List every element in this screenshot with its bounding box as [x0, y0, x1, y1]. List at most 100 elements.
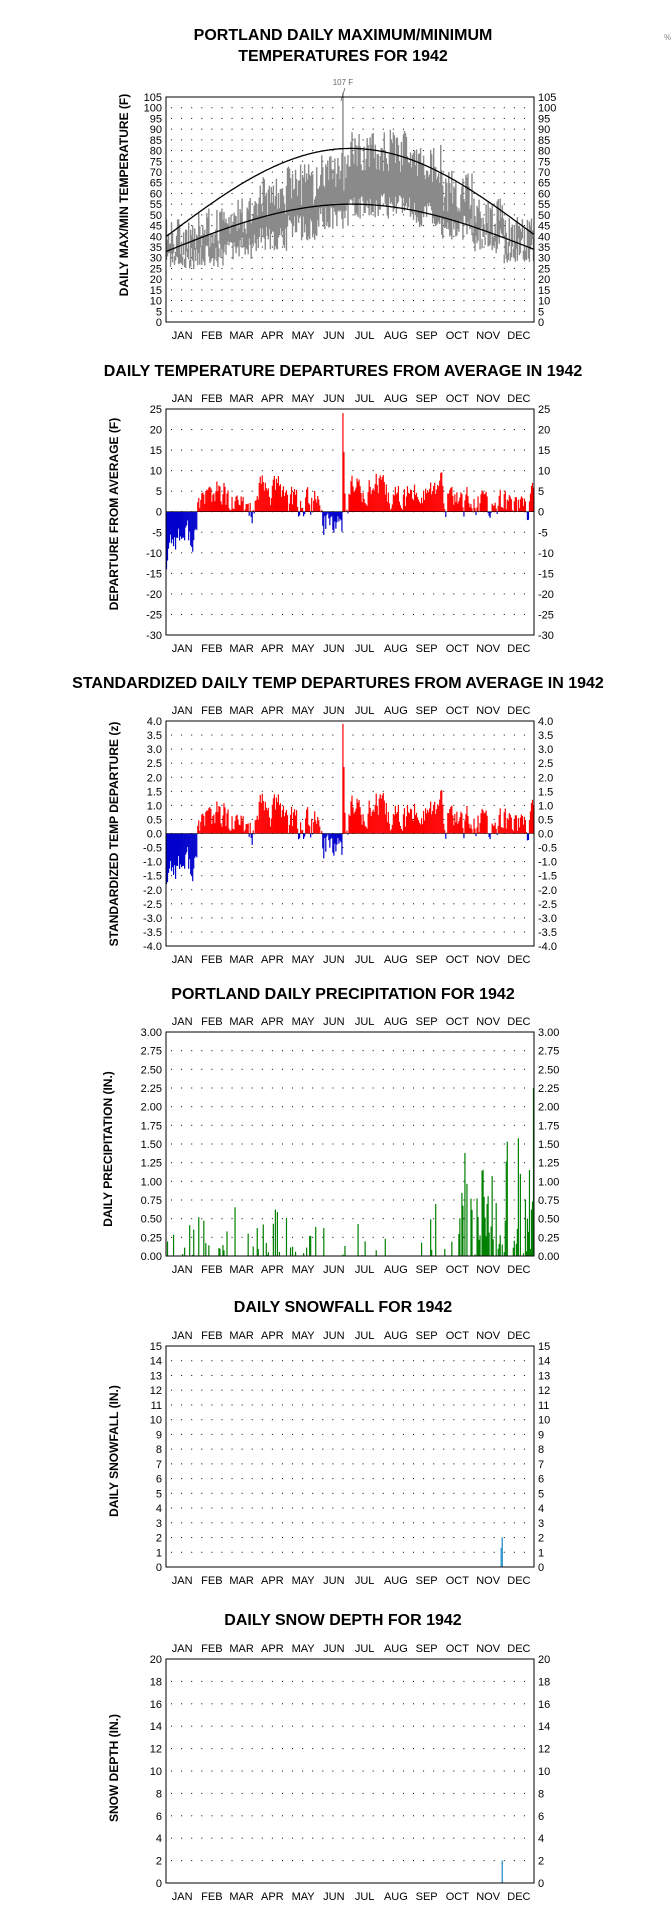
departure-bar: [323, 833, 325, 859]
grid-dot: [392, 1860, 394, 1862]
grid-dot: [523, 1106, 525, 1108]
grid-dot: [382, 748, 384, 750]
precip-bar: [459, 1218, 461, 1256]
grid-dot: [261, 1162, 263, 1164]
departure-bar: [361, 502, 363, 512]
grid-dot: [382, 875, 384, 877]
grid-dot: [181, 1199, 183, 1201]
x-tick-label-month-top: MAY: [292, 1016, 316, 1028]
grid-dot: [352, 1860, 354, 1862]
grid-dot: [503, 1837, 505, 1839]
grid-dot: [281, 278, 283, 280]
grid-dot: [493, 150, 495, 152]
grid-dot: [302, 917, 304, 919]
grid-dot: [221, 847, 223, 849]
grid-dot: [443, 1124, 445, 1126]
grid-dot: [171, 1050, 173, 1052]
grid-dot: [261, 1433, 263, 1435]
departure-bar: [212, 815, 214, 834]
grid-dot: [362, 160, 364, 162]
grid-dot: [281, 1199, 283, 1201]
grid-dot: [312, 1522, 314, 1524]
grid-dot: [443, 762, 445, 764]
grid-dot: [231, 300, 233, 302]
grid-dot: [312, 748, 314, 750]
grid-dot: [362, 235, 364, 237]
grid-dot: [473, 128, 475, 130]
departure-bar: [245, 824, 247, 834]
grid-dot: [191, 889, 193, 891]
grid-dot: [463, 107, 465, 109]
grid-dot: [463, 531, 465, 533]
grid-dot: [493, 1748, 495, 1750]
grid-dot: [171, 1404, 173, 1406]
grid-dot: [513, 1448, 515, 1450]
grid-dot: [231, 804, 233, 806]
grid-dot: [302, 1680, 304, 1682]
grid-dot: [392, 748, 394, 750]
grid-dot: [231, 1068, 233, 1070]
grid-dot: [231, 1106, 233, 1108]
grid-dot: [312, 818, 314, 820]
grid-dot: [201, 1162, 203, 1164]
grid-dot: [221, 171, 223, 173]
grid-dot: [473, 160, 475, 162]
grid-dot: [503, 776, 505, 778]
grid-dot: [382, 1106, 384, 1108]
grid-dot: [513, 847, 515, 849]
grid-dot: [342, 1374, 344, 1376]
grid-dot: [402, 1433, 404, 1435]
grid-dot: [433, 1725, 435, 1727]
grid-dot: [221, 310, 223, 312]
grid-dot: [312, 1792, 314, 1794]
grid-dot: [251, 171, 253, 173]
grid-dot: [332, 257, 334, 259]
grid-dot: [362, 1680, 364, 1682]
grid-dot: [483, 1106, 485, 1108]
grid-dot: [181, 1374, 183, 1376]
grid-dot: [382, 235, 384, 237]
departure-bar: [462, 507, 464, 512]
grid-dot: [423, 278, 425, 280]
grid-dot: [402, 117, 404, 119]
grid-dot: [453, 1463, 455, 1465]
departure-bar: [504, 490, 506, 512]
grid-dot: [281, 1725, 283, 1727]
grid-dot: [443, 1236, 445, 1238]
grid-dot: [453, 1492, 455, 1494]
grid-dot: [473, 1522, 475, 1524]
grid-dot: [402, 1860, 404, 1862]
x-tick-label-month: AUG: [384, 643, 408, 655]
grid-dot: [322, 734, 324, 736]
grid-dot: [281, 1860, 283, 1862]
plot-frame: [165, 1345, 535, 1568]
grid-dot: [382, 1236, 384, 1238]
grid-dot: [402, 552, 404, 554]
grid-dot: [211, 1199, 213, 1201]
grid-dot: [251, 1792, 253, 1794]
departure-bar: [223, 803, 225, 834]
grid-dot: [433, 257, 435, 259]
grid-dot: [352, 1419, 354, 1421]
grid-dot: [433, 1537, 435, 1539]
grid-dot: [322, 1068, 324, 1070]
grid-dot: [171, 1725, 173, 1727]
y-tick-label-right: 10: [538, 296, 550, 308]
grid-dot: [201, 1463, 203, 1465]
grid-dot: [292, 1068, 294, 1070]
y-tick-label-right: 65: [538, 178, 550, 190]
grid-dot: [352, 267, 354, 269]
grid-dot: [402, 572, 404, 574]
grid-dot: [201, 790, 203, 792]
departure-bar: [234, 820, 236, 834]
grid-dot: [171, 139, 173, 141]
precip-bar: [285, 1217, 288, 1256]
grid-dot: [443, 818, 445, 820]
grid-dot: [463, 1124, 465, 1126]
grid-dot: [443, 1106, 445, 1108]
departure-bar: [396, 492, 398, 512]
grid-dot: [302, 613, 304, 615]
departure-bar: [211, 501, 213, 512]
y-tick-label-right: 14: [538, 1721, 550, 1733]
grid-dot: [382, 790, 384, 792]
